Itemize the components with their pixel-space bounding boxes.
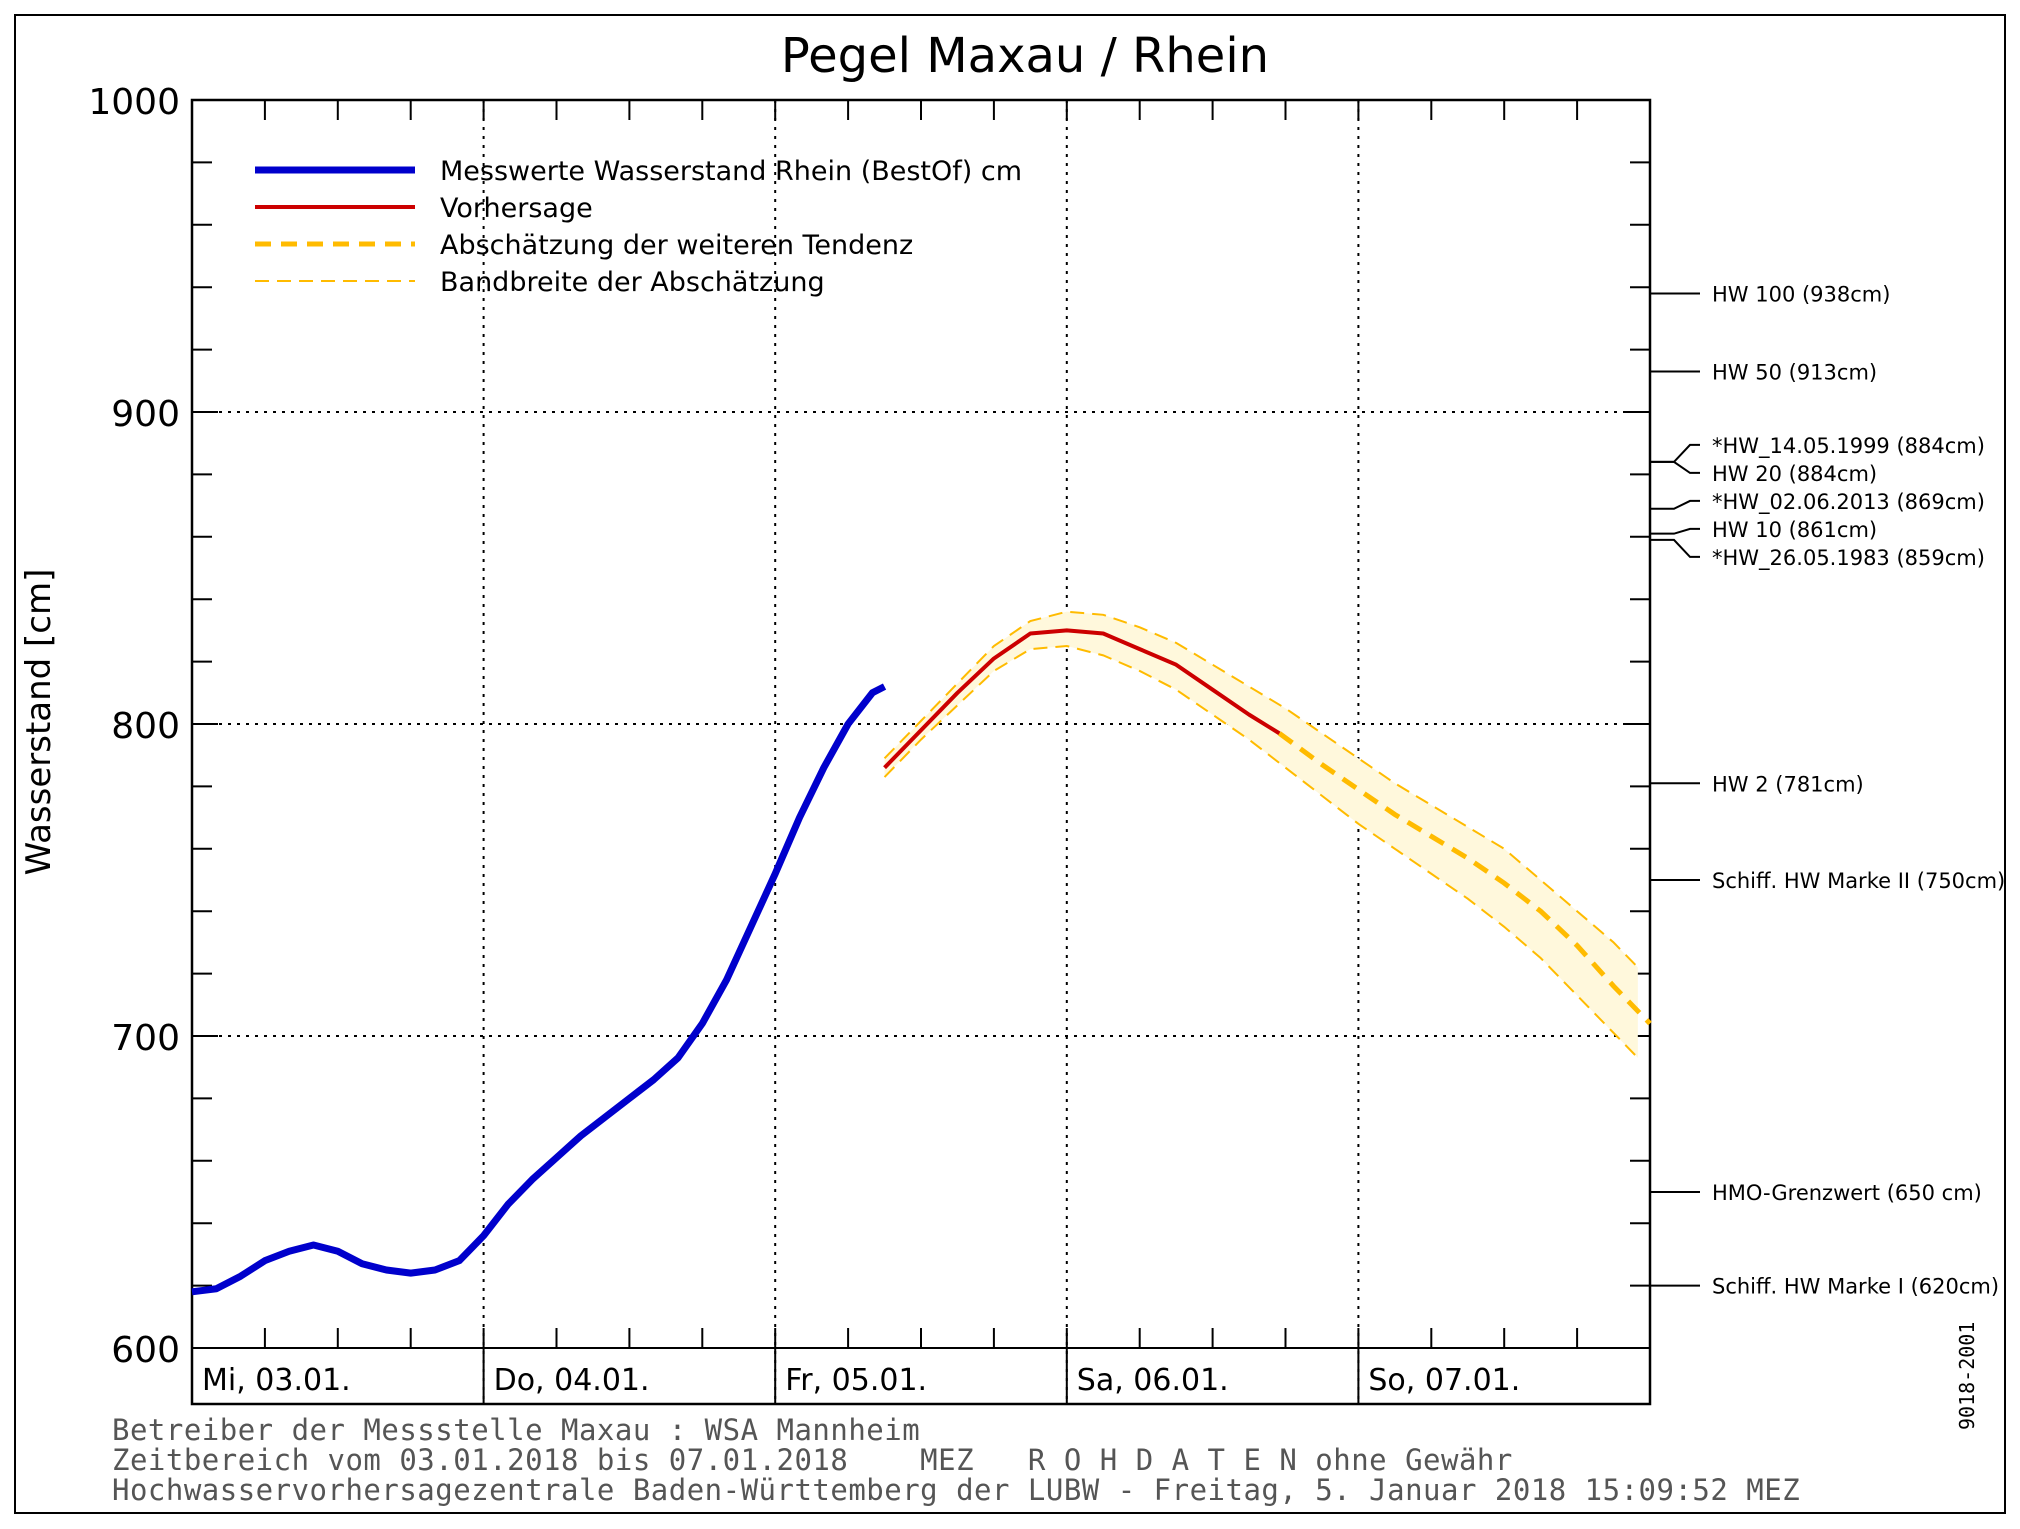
- legend-label: Vorhersage: [440, 193, 593, 224]
- legend-label: Abschätzung der weiteren Tendenz: [440, 230, 913, 261]
- x-day-label: So, 07.01.: [1368, 1363, 1520, 1398]
- reference-leader: [1650, 538, 1700, 558]
- legend-label: Bandbreite der Abschätzung: [440, 267, 825, 298]
- series-tendency-line: [1277, 731, 1652, 1026]
- reference-label: Schiff. HW Marke II (750cm): [1712, 869, 2005, 893]
- reference-label: HW 10 (861cm): [1712, 518, 1877, 542]
- series-measured-line: [191, 683, 887, 1296]
- x-day-label: Mi, 03.01.: [202, 1363, 351, 1398]
- plot-background: [192, 100, 1650, 1404]
- x-day-label: Fr, 05.01.: [785, 1363, 927, 1398]
- reference-leader: [1650, 527, 1700, 535]
- reference-label: *HW_14.05.1999 (884cm): [1712, 434, 1985, 459]
- y-tick-label: 600: [111, 1330, 180, 1371]
- band-area: [884, 611, 1638, 1058]
- reference-label: Schiff. HW Marke I (620cm): [1712, 1275, 1999, 1299]
- chart-title: Pegel Maxau / Rhein: [781, 28, 1269, 84]
- reference-label: *HW_26.05.1983 (859cm): [1712, 546, 1985, 571]
- reference-label: HMO-Grenzwert (650 cm): [1712, 1181, 1982, 1205]
- chart-frame: [14, 14, 2006, 1514]
- y-tick-label: 800: [111, 706, 180, 747]
- footer-issuer: Hochwasservorhersagezentrale Baden-Württ…: [112, 1473, 1801, 1507]
- x-day-label: Sa, 06.01.: [1077, 1363, 1229, 1398]
- reference-leader: [1650, 499, 1700, 510]
- reference-leader: [1650, 443, 1700, 463]
- y-tick-label: 1000: [88, 82, 180, 123]
- reference-label: HW 100 (938cm): [1712, 282, 1890, 306]
- y-tick-label: 700: [111, 1018, 180, 1059]
- band-lower-line: [883, 644, 1639, 1059]
- y-tick-label: 900: [111, 394, 180, 435]
- reference-leader: [1650, 460, 1700, 474]
- x-day-label: Do, 04.01.: [494, 1363, 650, 1398]
- plot-border: [190, 98, 1652, 1406]
- reference-label: *HW_02.06.2013 (869cm): [1712, 490, 1985, 515]
- y-axis-label: Wasserstand [cm]: [19, 569, 59, 876]
- band-upper-line: [883, 610, 1639, 969]
- series-forecast-line: [883, 628, 1281, 770]
- side-code: 9018-2001: [1955, 1321, 1979, 1430]
- reference-label: HW 2 (781cm): [1712, 772, 1864, 796]
- reference-label: HW 50 (913cm): [1712, 360, 1877, 384]
- legend-label: Messwerte Wasserstand Rhein (BestOf) cm: [440, 156, 1022, 187]
- footer-operator: Betreiber der Messstelle Maxau : WSA Man…: [112, 1413, 921, 1447]
- plot-layer: 600 700 800 900 1000 Mi, 03.01. Do, 04.01. Fr, …: [88, 82, 2005, 1406]
- footer-timerange: Zeitbereich vom 03.01.2018 bis 07.01.201…: [112, 1443, 1513, 1477]
- reference-label: HW 20 (884cm): [1712, 462, 1877, 486]
